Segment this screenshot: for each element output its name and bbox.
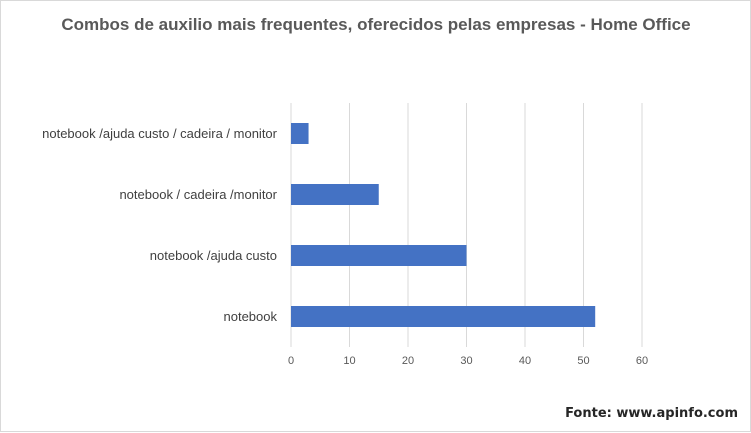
bar-2: [291, 245, 467, 266]
chart-title: Combos de auxilio mais frequentes, ofere…: [61, 15, 691, 34]
category-label-2: notebook /ajuda custo: [150, 248, 277, 263]
category-label-3: notebook: [224, 309, 278, 324]
source-footer: Fonte: www.apinfo.com: [565, 406, 738, 421]
x-tick-label-20: 20: [402, 355, 414, 367]
x-tick-label-0: 0: [288, 355, 294, 367]
x-tick-label-30: 30: [460, 355, 472, 367]
x-tick-label-50: 50: [577, 355, 589, 367]
category-label-1: notebook / cadeira /monitor: [119, 187, 277, 202]
bar-3: [291, 306, 596, 327]
bar-0: [291, 123, 309, 144]
category-label-0: notebook /ajuda custo / cadeira / monito…: [42, 126, 278, 141]
x-tick-label-40: 40: [519, 355, 531, 367]
x-tick-label-60: 60: [636, 355, 648, 367]
bar-1: [291, 184, 379, 205]
x-tick-label-10: 10: [343, 355, 355, 367]
